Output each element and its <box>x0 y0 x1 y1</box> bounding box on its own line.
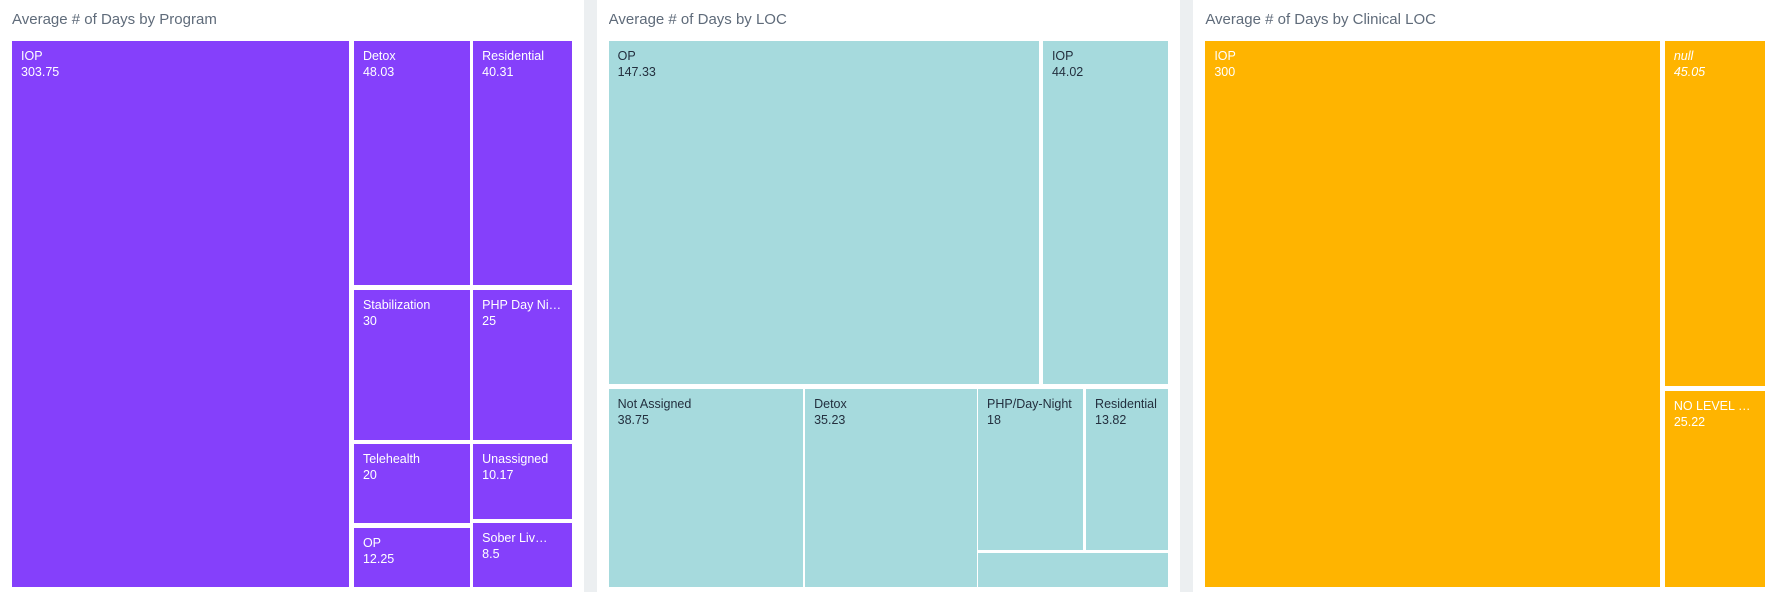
tile-loc-iop[interactable]: IOP 44.02 <box>1042 41 1169 384</box>
tile-label: IOP <box>1051 49 1074 63</box>
tile-value: 13.82 <box>1095 412 1127 427</box>
tile-value: 44.02 <box>1051 65 1084 79</box>
tile-program-php-day-night[interactable]: PHP Day Night 25 <box>473 289 572 441</box>
tile-value: 10.17 <box>482 467 514 482</box>
panel-days-by-program: Average # of Days by Program IOP 303.75 … <box>0 0 584 592</box>
tile-value: 40.31 <box>482 65 514 79</box>
tile-value: 20 <box>362 467 377 482</box>
tile-value: 30 <box>362 313 377 328</box>
tile-label: Residential <box>1095 396 1157 411</box>
tile-value: 18 <box>987 412 1001 427</box>
tile-value: 45.05 <box>1673 65 1706 79</box>
treemap-clinical-loc: IOP 300 null 45.05 NO LEVEL OF … 25.22 <box>1205 41 1765 587</box>
tile-program-op[interactable]: OP 12.25 <box>353 528 471 587</box>
tile-label: PHP Day Night <box>482 297 563 312</box>
tile-label: Detox <box>814 396 847 411</box>
tile-label: OP <box>617 49 636 63</box>
tile-value: 48.03 <box>362 65 395 79</box>
tile-label: OP <box>362 536 381 551</box>
tile-program-telehealth[interactable]: Telehealth 20 <box>353 443 471 524</box>
tile-program-unassigned[interactable]: Unassigned 10.17 <box>473 443 572 519</box>
tile-label: Stabilization <box>362 297 431 312</box>
tile-value: 35.23 <box>814 412 846 427</box>
tile-value: 12.25 <box>362 552 395 567</box>
tile-loc-php-day-night[interactable]: PHP/Day-Night 18 <box>978 388 1083 550</box>
tile-value: 25 <box>482 313 497 328</box>
tile-value: 8.5 <box>482 547 500 562</box>
treemap-loc: OP 147.33 IOP 44.02 Not Assigned 38.75 D… <box>608 41 1169 587</box>
panel-days-by-loc: Average # of Days by LOC OP 147.33 IOP 4… <box>596 0 1181 592</box>
tile-program-iop[interactable]: IOP 303.75 <box>12 41 350 587</box>
panel-title: Average # of Days by Clinical LOC <box>1205 11 1436 28</box>
treemap-program: IOP 303.75 Detox 48.03 Residential 40.31… <box>12 41 572 587</box>
tile-program-sober-living[interactable]: Sober Liv… 8.5 <box>473 523 572 587</box>
panel-title: Average # of Days by Program <box>12 11 217 28</box>
tile-label: Telehealth <box>362 451 420 466</box>
tile-value: 147.33 <box>617 65 656 79</box>
tile-label: Not Assigned <box>617 396 692 411</box>
tile-value: 38.75 <box>617 412 649 427</box>
tile-loc-unlabeled[interactable] <box>978 553 1169 587</box>
tile-value: 25.22 <box>1673 414 1706 429</box>
tile-program-stabilization[interactable]: Stabilization 30 <box>353 289 471 441</box>
panel-days-by-clinical-loc: Average # of Days by Clinical LOC IOP 30… <box>1193 0 1777 592</box>
tile-loc-op[interactable]: OP 147.33 <box>608 41 1040 384</box>
panel-title: Average # of Days by LOC <box>608 11 787 28</box>
tile-label: PHP/Day-Night <box>987 396 1072 411</box>
tile-program-residential[interactable]: Residential 40.31 <box>473 41 572 286</box>
tile-value: 303.75 <box>21 65 60 79</box>
tile-loc-residential[interactable]: Residential 13.82 <box>1086 388 1169 550</box>
tile-loc-detox[interactable]: Detox 35.23 <box>805 388 978 587</box>
tile-label: IOP <box>21 49 43 63</box>
tile-label: null <box>1673 49 1694 63</box>
tile-loc-not-assigned[interactable]: Not Assigned 38.75 <box>608 388 803 587</box>
tile-program-detox[interactable]: Detox 48.03 <box>353 41 471 286</box>
tile-label: NO LEVEL OF … <box>1673 398 1756 413</box>
tile-clinical-iop[interactable]: IOP 300 <box>1205 41 1661 587</box>
tile-clinical-null[interactable]: null 45.05 <box>1664 41 1765 387</box>
tile-label: Residential <box>482 49 544 63</box>
tile-clinical-no-level-of-care[interactable]: NO LEVEL OF … 25.22 <box>1664 390 1765 587</box>
tile-value: 300 <box>1214 65 1236 79</box>
tile-label: Sober Liv… <box>482 531 548 546</box>
tile-label: Detox <box>362 49 396 63</box>
tile-label: Unassigned <box>482 451 549 466</box>
tile-label: IOP <box>1214 49 1236 63</box>
